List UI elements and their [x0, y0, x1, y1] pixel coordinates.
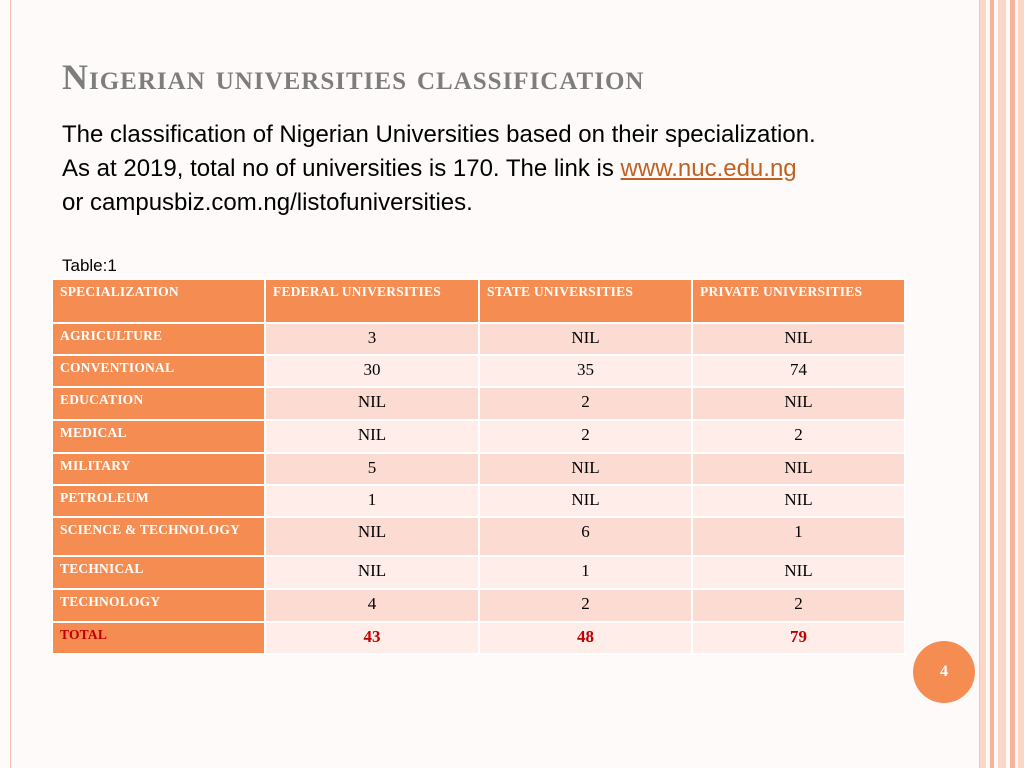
- total-label: TOTAL: [51, 621, 266, 655]
- row-private-count: 2: [691, 419, 906, 454]
- stripe: [980, 0, 986, 768]
- total-state: 48: [478, 621, 693, 655]
- row-federal-count: 5: [264, 452, 480, 486]
- row-federal-count: NIL: [264, 419, 480, 454]
- row-specialization: PETROLEUM: [51, 484, 266, 518]
- table-label: Table:1: [62, 256, 117, 275]
- row-federal-count: NIL: [264, 386, 480, 421]
- row-state-count: NIL: [478, 452, 693, 486]
- row-private-count: NIL: [691, 484, 906, 518]
- row-specialization: CONVENTIONAL: [51, 354, 266, 388]
- universities-table: SPECIALIZATION FEDERAL UNIVERSITIES STAT…: [51, 278, 906, 655]
- row-state-count: 6: [478, 516, 693, 557]
- row-specialization: AGRICULTURE: [51, 322, 266, 356]
- table-row: AGRICULTURE 3 NIL NIL: [51, 322, 906, 356]
- row-federal-count: 1: [264, 484, 480, 518]
- table-total-row: TOTAL 43 48 79: [51, 621, 906, 655]
- row-state-count: NIL: [478, 322, 693, 356]
- header-private: PRIVATE UNIVERSITIES: [691, 278, 906, 324]
- row-specialization: EDUCATION: [51, 386, 266, 421]
- row-federal-count: NIL: [264, 516, 480, 557]
- row-federal-count: 3: [264, 322, 480, 356]
- row-specialization: TECHNICAL: [51, 555, 266, 590]
- decorative-stripes: [980, 0, 1024, 768]
- header-federal: FEDERAL UNIVERSITIES: [264, 278, 480, 324]
- row-specialization: MEDICAL: [51, 419, 266, 454]
- row-private-count: 2: [691, 588, 906, 623]
- table-row: TECHNOLOGY 4 2 2: [51, 588, 906, 623]
- row-private-count: 74: [691, 354, 906, 388]
- body-line-2: As at 2019, total no of universities is …: [62, 152, 962, 186]
- row-specialization: TECHNOLOGY: [51, 588, 266, 623]
- body-line-1: The classification of Nigerian Universit…: [62, 121, 816, 148]
- table-row: MEDICAL NIL 2 2: [51, 419, 906, 454]
- row-private-count: NIL: [691, 555, 906, 590]
- table-row: EDUCATION NIL 2 NIL: [51, 386, 906, 421]
- header-state: STATE UNIVERSITIES: [478, 278, 693, 324]
- stripe: [1018, 0, 1024, 768]
- table-row: SCIENCE & TECHNOLOGY NIL 6 1: [51, 516, 906, 557]
- row-specialization: MILITARY: [51, 452, 266, 486]
- row-private-count: 1: [691, 516, 906, 557]
- row-private-count: NIL: [691, 386, 906, 421]
- table-row: MILITARY 5 NIL NIL: [51, 452, 906, 486]
- page-number-badge: 4: [913, 641, 975, 703]
- slide-body: The classification of Nigerian Universit…: [62, 118, 962, 220]
- row-private-count: NIL: [691, 452, 906, 486]
- total-private: 79: [691, 621, 906, 655]
- row-specialization: SCIENCE & TECHNOLOGY: [51, 516, 266, 557]
- header-specialization: SPECIALIZATION: [51, 278, 266, 324]
- row-private-count: NIL: [691, 322, 906, 356]
- stripe: [998, 0, 1006, 768]
- total-federal: 43: [264, 621, 480, 655]
- row-federal-count: 4: [264, 588, 480, 623]
- table-row: CONVENTIONAL 30 35 74: [51, 354, 906, 388]
- row-state-count: 2: [478, 386, 693, 421]
- table-row: PETROLEUM 1 NIL NIL: [51, 484, 906, 518]
- row-state-count: 1: [478, 555, 693, 590]
- table-header-row: SPECIALIZATION FEDERAL UNIVERSITIES STAT…: [51, 278, 906, 324]
- row-state-count: 2: [478, 588, 693, 623]
- row-state-count: 2: [478, 419, 693, 454]
- body-line-3: or campusbiz.com.ng/listofuniversities.: [62, 189, 473, 216]
- nuc-link[interactable]: www.nuc.edu.ng: [620, 155, 797, 182]
- row-federal-count: NIL: [264, 555, 480, 590]
- stripe: [990, 0, 994, 768]
- slide-title: Nigerian universities classification: [62, 57, 645, 97]
- table-row: TECHNICAL NIL 1 NIL: [51, 555, 906, 590]
- body-line-2-text: As at 2019, total no of universities is …: [62, 155, 621, 182]
- slide-frame: [10, 0, 980, 768]
- stripe: [1010, 0, 1015, 768]
- row-state-count: 35: [478, 354, 693, 388]
- row-state-count: NIL: [478, 484, 693, 518]
- row-federal-count: 30: [264, 354, 480, 388]
